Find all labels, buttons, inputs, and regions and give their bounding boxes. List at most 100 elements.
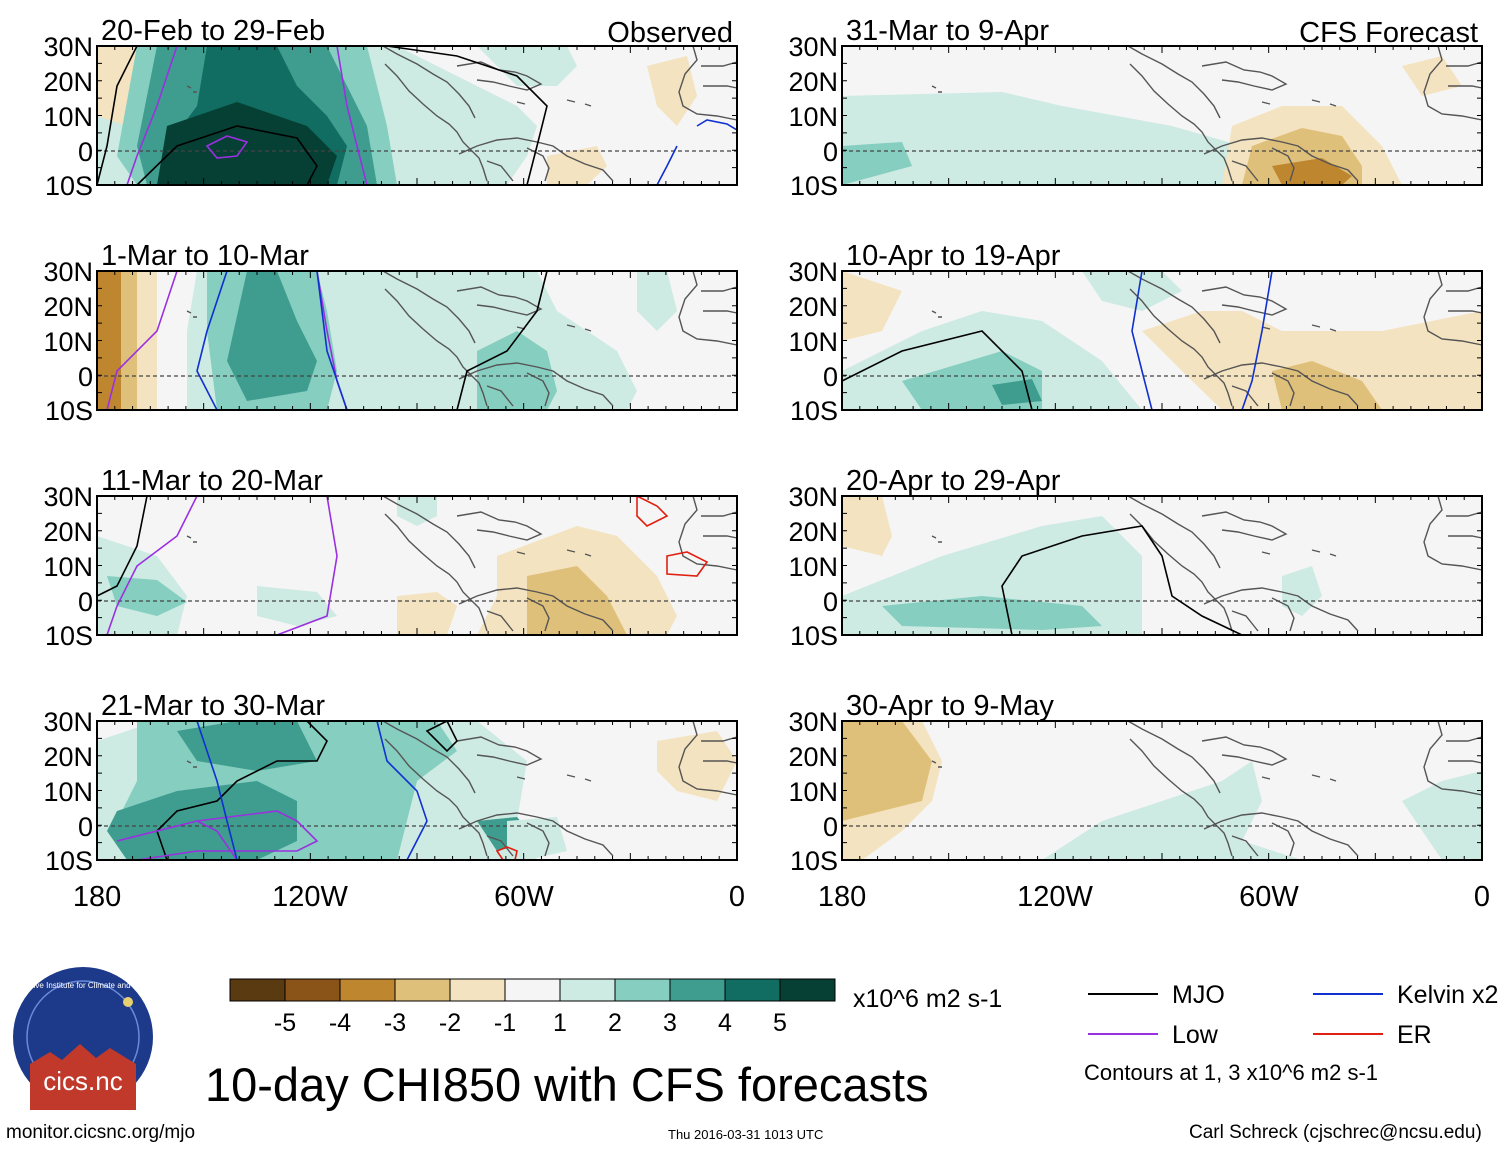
colorbar-swatch (394, 978, 451, 1002)
lat-label: 10N (43, 327, 93, 357)
lon-label: 0 (729, 881, 745, 913)
map-panel: 20-Feb to 29-Feb Observed 30N 20N 10N 0 10S (43, 15, 738, 201)
lat-label: 10S (790, 171, 838, 201)
contour-mjo (136, 125, 318, 186)
lat-label: 10N (788, 327, 838, 357)
map-panel: 20-Apr to 29-Apr 30N 20N 10N 0 10S (788, 465, 1483, 651)
footer-author: Carl Schreck (cjschrec@ncsu.edu) (1189, 1122, 1482, 1143)
contour-low (276, 495, 338, 636)
contour-kelvin-x2 (656, 145, 678, 186)
lon-label: 120W (1017, 881, 1093, 913)
lat-label: 10S (790, 621, 838, 651)
contour-kelvin-x2 (196, 270, 228, 411)
contour-mjo (456, 270, 548, 411)
contour-kelvin-x2 (316, 270, 348, 411)
lat-label: 0 (823, 137, 838, 167)
chi850-shading (397, 592, 457, 635)
contour-legend: MJO Kelvin x2 Low ER (1088, 981, 1498, 1049)
colorbar-tick-label: 5 (773, 1009, 787, 1037)
contour-note: Contours at 1, 3 x10^6 m2 s-1 (1084, 1060, 1379, 1085)
lat-label: 30N (788, 482, 838, 512)
colorbar-tick-label: -1 (494, 1009, 516, 1037)
column-label: Observed (607, 17, 733, 49)
lat-label: 30N (43, 482, 93, 512)
contour-mjo (841, 330, 1033, 411)
logo-ring-text: Cooperative Institute for Climate and Sa… (10, 981, 156, 990)
chi850-shading (507, 817, 567, 860)
chi850-shading (227, 271, 317, 401)
lat-label: 10S (45, 171, 93, 201)
chi850-shading (157, 102, 337, 185)
lat-label: 10S (790, 846, 838, 876)
chi850-shading (842, 142, 912, 185)
contour-er (636, 494, 669, 527)
lon-label: 120W (272, 881, 348, 913)
chi850-shading (882, 596, 1102, 630)
contour-low (205, 135, 249, 159)
colorbar-swatch (559, 978, 616, 1002)
colorbar-swatch (339, 978, 396, 1002)
contour-kelvin-x2 (376, 720, 428, 861)
lat-label: 0 (78, 812, 93, 842)
lat-label: 10S (45, 621, 93, 651)
contour-er (495, 846, 518, 861)
chi850-shading (1142, 311, 1482, 410)
lat-label: 20N (788, 742, 838, 772)
colorbar-swatch (724, 978, 781, 1002)
panel-period-label: 11-Mar to 20-Mar (101, 465, 323, 497)
footer-timestamp: Thu 2016-03-31 1013 UTC (668, 1127, 824, 1142)
contour-mjo (156, 720, 328, 861)
colorbar-tick-label: -3 (384, 1009, 406, 1037)
lat-label: 20N (43, 742, 93, 772)
lon-label: 60W (1239, 881, 1299, 913)
lat-label: 30N (788, 707, 838, 737)
chi850-shading (477, 46, 577, 86)
lat-label: 10N (43, 552, 93, 582)
map-panel: 11-Mar to 20-Mar 30N 20N 10N 0 10S (43, 465, 738, 651)
colorbar-tick-label: 3 (663, 1009, 677, 1037)
colorbar-tick-label: 4 (718, 1009, 732, 1037)
lat-label: 20N (43, 67, 93, 97)
panel-period-label: 10-Apr to 19-Apr (846, 240, 1061, 272)
footer-url: monitor.cicsnc.org/mjo (6, 1122, 196, 1143)
lat-label: 30N (788, 257, 838, 287)
contour-er (666, 551, 709, 577)
chi850-shading (647, 56, 697, 126)
lat-label: 10N (788, 102, 838, 132)
lon-label: 0 (1474, 881, 1490, 913)
chi850-shading (1042, 761, 1302, 860)
legend-label: ER (1397, 1021, 1432, 1049)
map-panel: 30-Apr to 9-May 30N 20N 10N 0 10S 180 120W 60W 0 (788, 690, 1490, 913)
panel-period-label: 20-Feb to 29-Feb (101, 15, 325, 47)
lat-label: 10N (43, 102, 93, 132)
lon-label: 180 (73, 881, 121, 913)
panel-period-label: 31-Mar to 9-Apr (846, 15, 1049, 47)
lat-label: 20N (788, 67, 838, 97)
lat-label: 0 (823, 587, 838, 617)
contour-low (126, 45, 178, 186)
chi850-shading (842, 92, 1312, 185)
lat-label: 20N (788, 292, 838, 322)
panel-period-label: 30-Apr to 9-May (846, 690, 1054, 722)
colorbar-tick-label: 2 (608, 1009, 622, 1037)
chi850-shading (177, 721, 317, 771)
colorbar-units: x10^6 m2 s-1 (853, 985, 1003, 1013)
lat-label: 0 (78, 362, 93, 392)
contour-kelvin-x2 (196, 720, 238, 861)
lat-label: 10N (43, 777, 93, 807)
lat-label: 30N (788, 32, 838, 62)
chi850-shading (842, 496, 892, 556)
contour-mjo (425, 719, 458, 753)
colorbar-swatch (614, 978, 671, 1002)
chi850-shading (842, 271, 902, 341)
lat-label: 0 (78, 587, 93, 617)
lat-label: 20N (43, 292, 93, 322)
colorbar-tick-label: -2 (439, 1009, 461, 1037)
lat-label: 0 (823, 362, 838, 392)
contour-low (116, 810, 319, 861)
chi850-shading (1402, 771, 1482, 860)
panel-period-label: 1-Mar to 10-Mar (101, 240, 309, 272)
colorbar-swatch (449, 978, 506, 1002)
map-panel: 21-Mar to 30-Mar 30N 20N 10N 0 10S 180 120W 60W 0 (43, 690, 745, 913)
